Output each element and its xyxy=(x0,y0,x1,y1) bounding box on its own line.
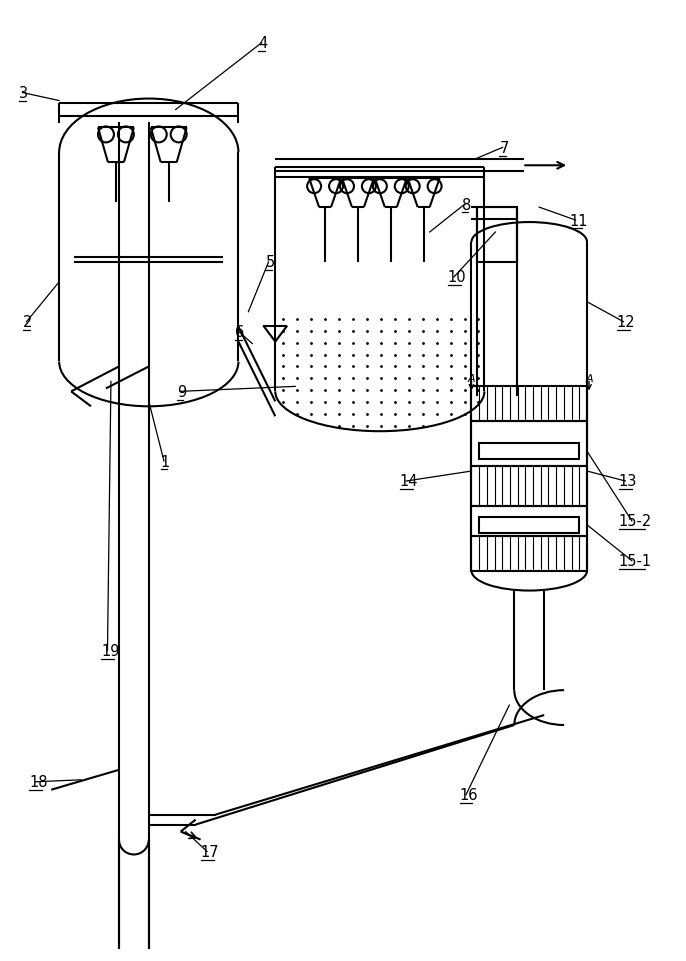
Text: 9: 9 xyxy=(177,384,186,400)
Bar xyxy=(480,444,579,459)
Bar xyxy=(480,517,579,533)
Text: 13: 13 xyxy=(619,474,637,489)
Text: 1: 1 xyxy=(161,455,170,469)
Text: 11: 11 xyxy=(569,213,588,229)
Text: 8: 8 xyxy=(462,197,471,212)
Text: 16: 16 xyxy=(460,787,478,802)
Text: 6: 6 xyxy=(235,325,245,340)
Bar xyxy=(477,208,517,262)
Bar xyxy=(471,422,587,467)
Text: 2: 2 xyxy=(23,315,33,330)
Text: 15-1: 15-1 xyxy=(619,554,652,569)
Text: 4: 4 xyxy=(259,37,268,51)
Text: 14: 14 xyxy=(400,474,418,489)
Text: A: A xyxy=(585,374,593,384)
Text: 5: 5 xyxy=(265,255,274,270)
Bar xyxy=(471,387,587,422)
Bar xyxy=(471,536,587,571)
Text: A: A xyxy=(468,374,475,384)
Text: 15-2: 15-2 xyxy=(619,514,652,529)
Text: 3: 3 xyxy=(19,86,28,101)
Text: 12: 12 xyxy=(617,315,635,330)
Bar xyxy=(471,467,587,506)
Text: 10: 10 xyxy=(447,270,466,285)
Text: 19: 19 xyxy=(101,643,119,658)
Text: 17: 17 xyxy=(200,844,220,859)
Bar xyxy=(471,506,587,536)
Text: 18: 18 xyxy=(29,775,48,789)
Text: 7: 7 xyxy=(499,140,509,156)
